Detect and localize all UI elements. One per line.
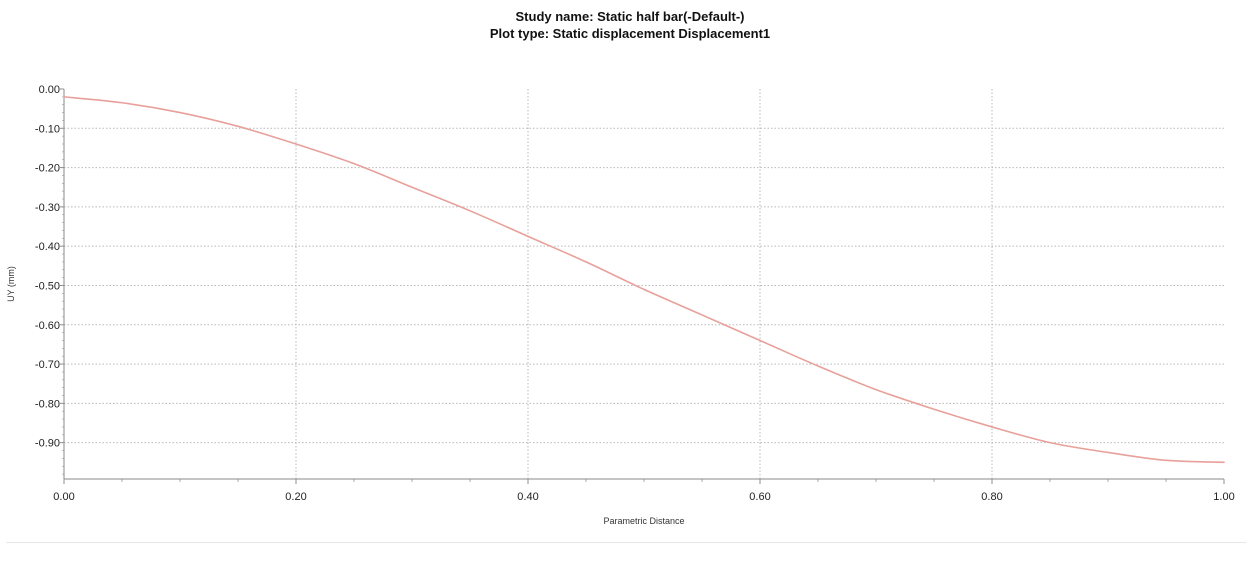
y-tick-label: -0.60	[35, 320, 60, 332]
y-tick-label: -0.20	[35, 163, 60, 175]
x-tick-label: 0.60	[749, 491, 770, 503]
chart-title-block: Study name: Static half bar(-Default-) P…	[0, 0, 1260, 42]
x-axis-label: Parametric Distance	[603, 516, 684, 526]
x-tick-label: 0.80	[981, 491, 1002, 503]
grid-lines	[64, 89, 1224, 479]
chart-subtitle: Plot type: Static displacement Displacem…	[489, 26, 771, 41]
series-lines	[63, 96, 1225, 464]
y-tick-label: -0.70	[35, 359, 60, 371]
y-axis-label: UY (mm)	[6, 266, 16, 302]
axes	[60, 88, 1225, 484]
x-tick-label: 1.00	[1213, 491, 1234, 503]
y-tick-label: -0.40	[35, 241, 60, 253]
x-tick-label: 0.20	[285, 491, 306, 503]
y-tick-label: -0.10	[35, 123, 60, 135]
y-tick-label: 0.00	[39, 84, 60, 96]
y-tick-label: -0.50	[35, 280, 60, 292]
y-tick-label: -0.90	[35, 438, 60, 450]
x-tick-label: 0.00	[53, 491, 74, 503]
y-tick-label: -0.80	[35, 398, 60, 410]
chart-frame	[6, 72, 1246, 543]
x-tick-label: 0.40	[517, 491, 538, 503]
series-line	[63, 96, 1225, 464]
y-tick-label: -0.30	[35, 202, 60, 214]
chart-title: Study name: Static half bar(-Default-)	[515, 9, 745, 24]
tick-labels: 0.00 -0.10 -0.20 -0.30 -0.40 -0.50 -0.60 -0.70 -…	[35, 84, 1235, 503]
